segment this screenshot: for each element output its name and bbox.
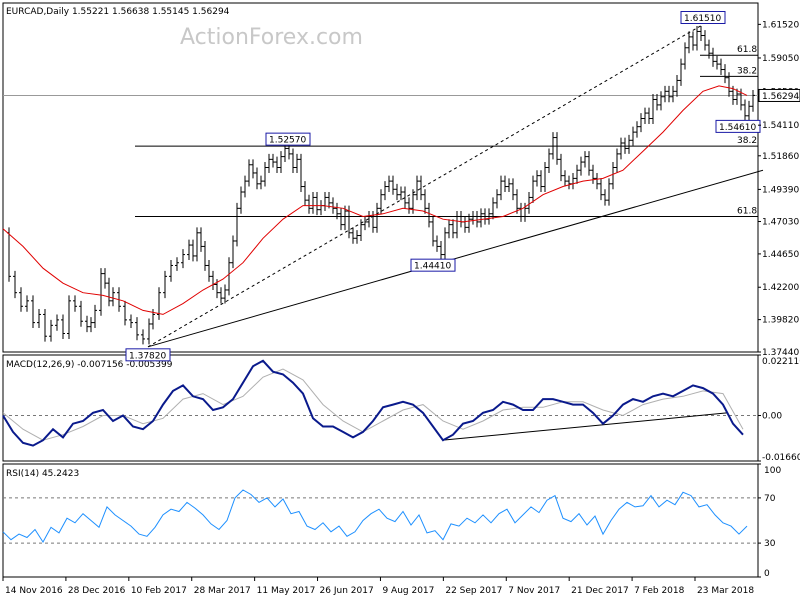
fib-level-label: 38.2 xyxy=(737,66,757,76)
price-annotation-box xyxy=(680,10,726,24)
axes: 1.615201.590501.565801.541101.518601.493… xyxy=(2,20,800,596)
macd-y-tick-label: -0.016607 xyxy=(762,453,800,463)
macd-panel-frame xyxy=(2,354,759,462)
watermark: ActionForex.com xyxy=(180,25,363,50)
x-tick-label: 28 Dec 2016 xyxy=(68,586,126,596)
x-tick-label: 26 Jun 2017 xyxy=(320,586,374,596)
price-annotation-label: 1.44410 xyxy=(414,262,451,272)
price-y-tick-label: 1.61520 xyxy=(762,20,799,30)
x-tick-label: 7 Nov 2017 xyxy=(508,586,560,596)
x-tick-label: 21 Dec 2017 xyxy=(571,586,629,596)
last-price-tag-label: 1.56294 xyxy=(762,92,799,102)
rsi-label: RSI(14) 45.2423 xyxy=(6,469,79,479)
price-y-tick-label: 1.47030 xyxy=(762,218,799,228)
price-y-tick-label: 1.44650 xyxy=(762,250,799,260)
price-y-tick-label: 1.54110 xyxy=(762,121,799,131)
rsi-line xyxy=(2,489,748,543)
price-y-tick-label: 1.51860 xyxy=(762,152,799,162)
macd-label: MACD(12,26,9) -0.007156 -0.005399 xyxy=(6,360,173,370)
price-y-tick-label: 1.49390 xyxy=(762,185,799,195)
price-annotation-label: 1.52570 xyxy=(269,136,306,146)
macd-plot xyxy=(2,359,758,447)
x-tick-label: 9 Aug 2017 xyxy=(382,586,434,596)
rsi-y-tick-label: 70 xyxy=(764,494,776,504)
price-y-tick-label: 1.39820 xyxy=(762,316,799,326)
macd-signal-line xyxy=(2,368,744,441)
chart-title: EURCAD,Daily 1.55221 1.56638 1.55145 1.5… xyxy=(6,7,230,17)
macd-y-tick-label: 0.00 xyxy=(762,412,782,422)
x-tick-label: 7 Feb 2018 xyxy=(634,586,685,596)
fib-level-label: 38.2 xyxy=(737,136,757,146)
price-annotation-box xyxy=(265,132,311,146)
rsi-y-tick-label: 30 xyxy=(764,539,776,549)
price-annotation-box xyxy=(125,348,171,362)
fib-level-label: 61.8 xyxy=(737,206,757,216)
x-tick-label: 14 Nov 2016 xyxy=(5,586,63,596)
rsi-plot xyxy=(2,489,758,544)
last-price-tag xyxy=(758,88,800,102)
price-annotation-label: 1.54610 xyxy=(719,123,756,133)
price-plot: 38.2 61.8 61.8 38.2 1.61510 1.52570 1.54610 1.4… xyxy=(2,10,764,362)
fib-level-label: 61.8 xyxy=(737,45,757,55)
price-y-tick-label: 1.37440 xyxy=(762,348,799,358)
x-tick-label: 10 Feb 2017 xyxy=(131,586,187,596)
macd-y-tick-label: 0.022116 xyxy=(762,357,800,367)
x-tick-label: 23 Mar 2018 xyxy=(697,586,754,596)
x-tick-label: 22 Sep 2017 xyxy=(445,586,502,596)
macd-trendline xyxy=(442,412,729,441)
x-tick-label: 11 May 2017 xyxy=(257,586,316,596)
price-y-tick-label: 1.59050 xyxy=(762,54,799,64)
channel-trendline xyxy=(147,24,704,348)
price-annotation-label: 1.61510 xyxy=(684,14,721,24)
price-annotation-box xyxy=(410,258,456,272)
price-y-tick-label: 1.42200 xyxy=(762,283,799,293)
x-tick-label: 28 Mar 2017 xyxy=(194,586,251,596)
price-annotation-label: 1.37820 xyxy=(129,351,166,361)
macd-line xyxy=(2,359,744,447)
price-panel-frame xyxy=(2,2,759,353)
rsi-y-tick-label: 100 xyxy=(764,466,781,476)
moving-average-line xyxy=(2,85,748,315)
price-annotation-box xyxy=(715,119,761,133)
support-trendline xyxy=(147,169,764,348)
rsi-y-tick-label: 0 xyxy=(764,569,770,579)
